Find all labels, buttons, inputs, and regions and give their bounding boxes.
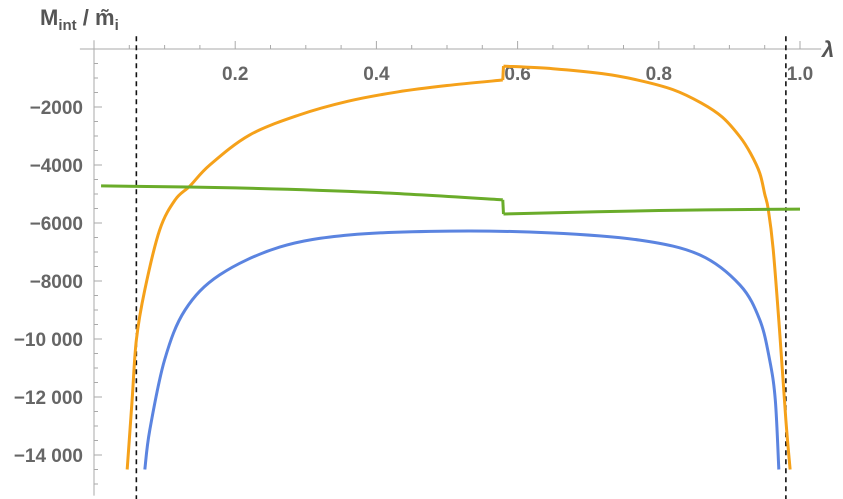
y-axis-title: Mint / m̃i bbox=[40, 5, 119, 34]
x-tick-label: 0.6 bbox=[504, 64, 530, 85]
y-tick-label: −4000 bbox=[30, 156, 83, 177]
y-tick-label: −2000 bbox=[30, 98, 83, 119]
y-tick-label: −12 000 bbox=[14, 388, 83, 409]
series-2-line bbox=[101, 184, 503, 202]
x-tick-label: 0.2 bbox=[222, 64, 248, 85]
series-0-jump bbox=[501, 66, 505, 81]
y-tick-label: −10 000 bbox=[14, 330, 83, 351]
series-2-line bbox=[503, 207, 801, 216]
x-tick-label: 0.4 bbox=[363, 64, 390, 85]
axes: 0.2 0.4 0.6 0.8 1.0 −2000 −4000 −6000 −8000 −10 0… bbox=[14, 40, 822, 496]
y-tick-label: −8000 bbox=[30, 272, 83, 293]
series-2-jump bbox=[501, 199, 505, 215]
y-tick-label: −14 000 bbox=[14, 446, 83, 467]
x-axis-title: λ bbox=[821, 37, 834, 62]
x-tick-label: 0.8 bbox=[646, 64, 672, 85]
x-tick-label: 1.0 bbox=[787, 64, 813, 85]
series-0-line bbox=[125, 78, 503, 470]
y-tick-label: −6000 bbox=[30, 214, 83, 235]
series-1-line bbox=[143, 229, 781, 470]
series-0-line bbox=[503, 64, 792, 470]
series-group bbox=[101, 64, 801, 470]
